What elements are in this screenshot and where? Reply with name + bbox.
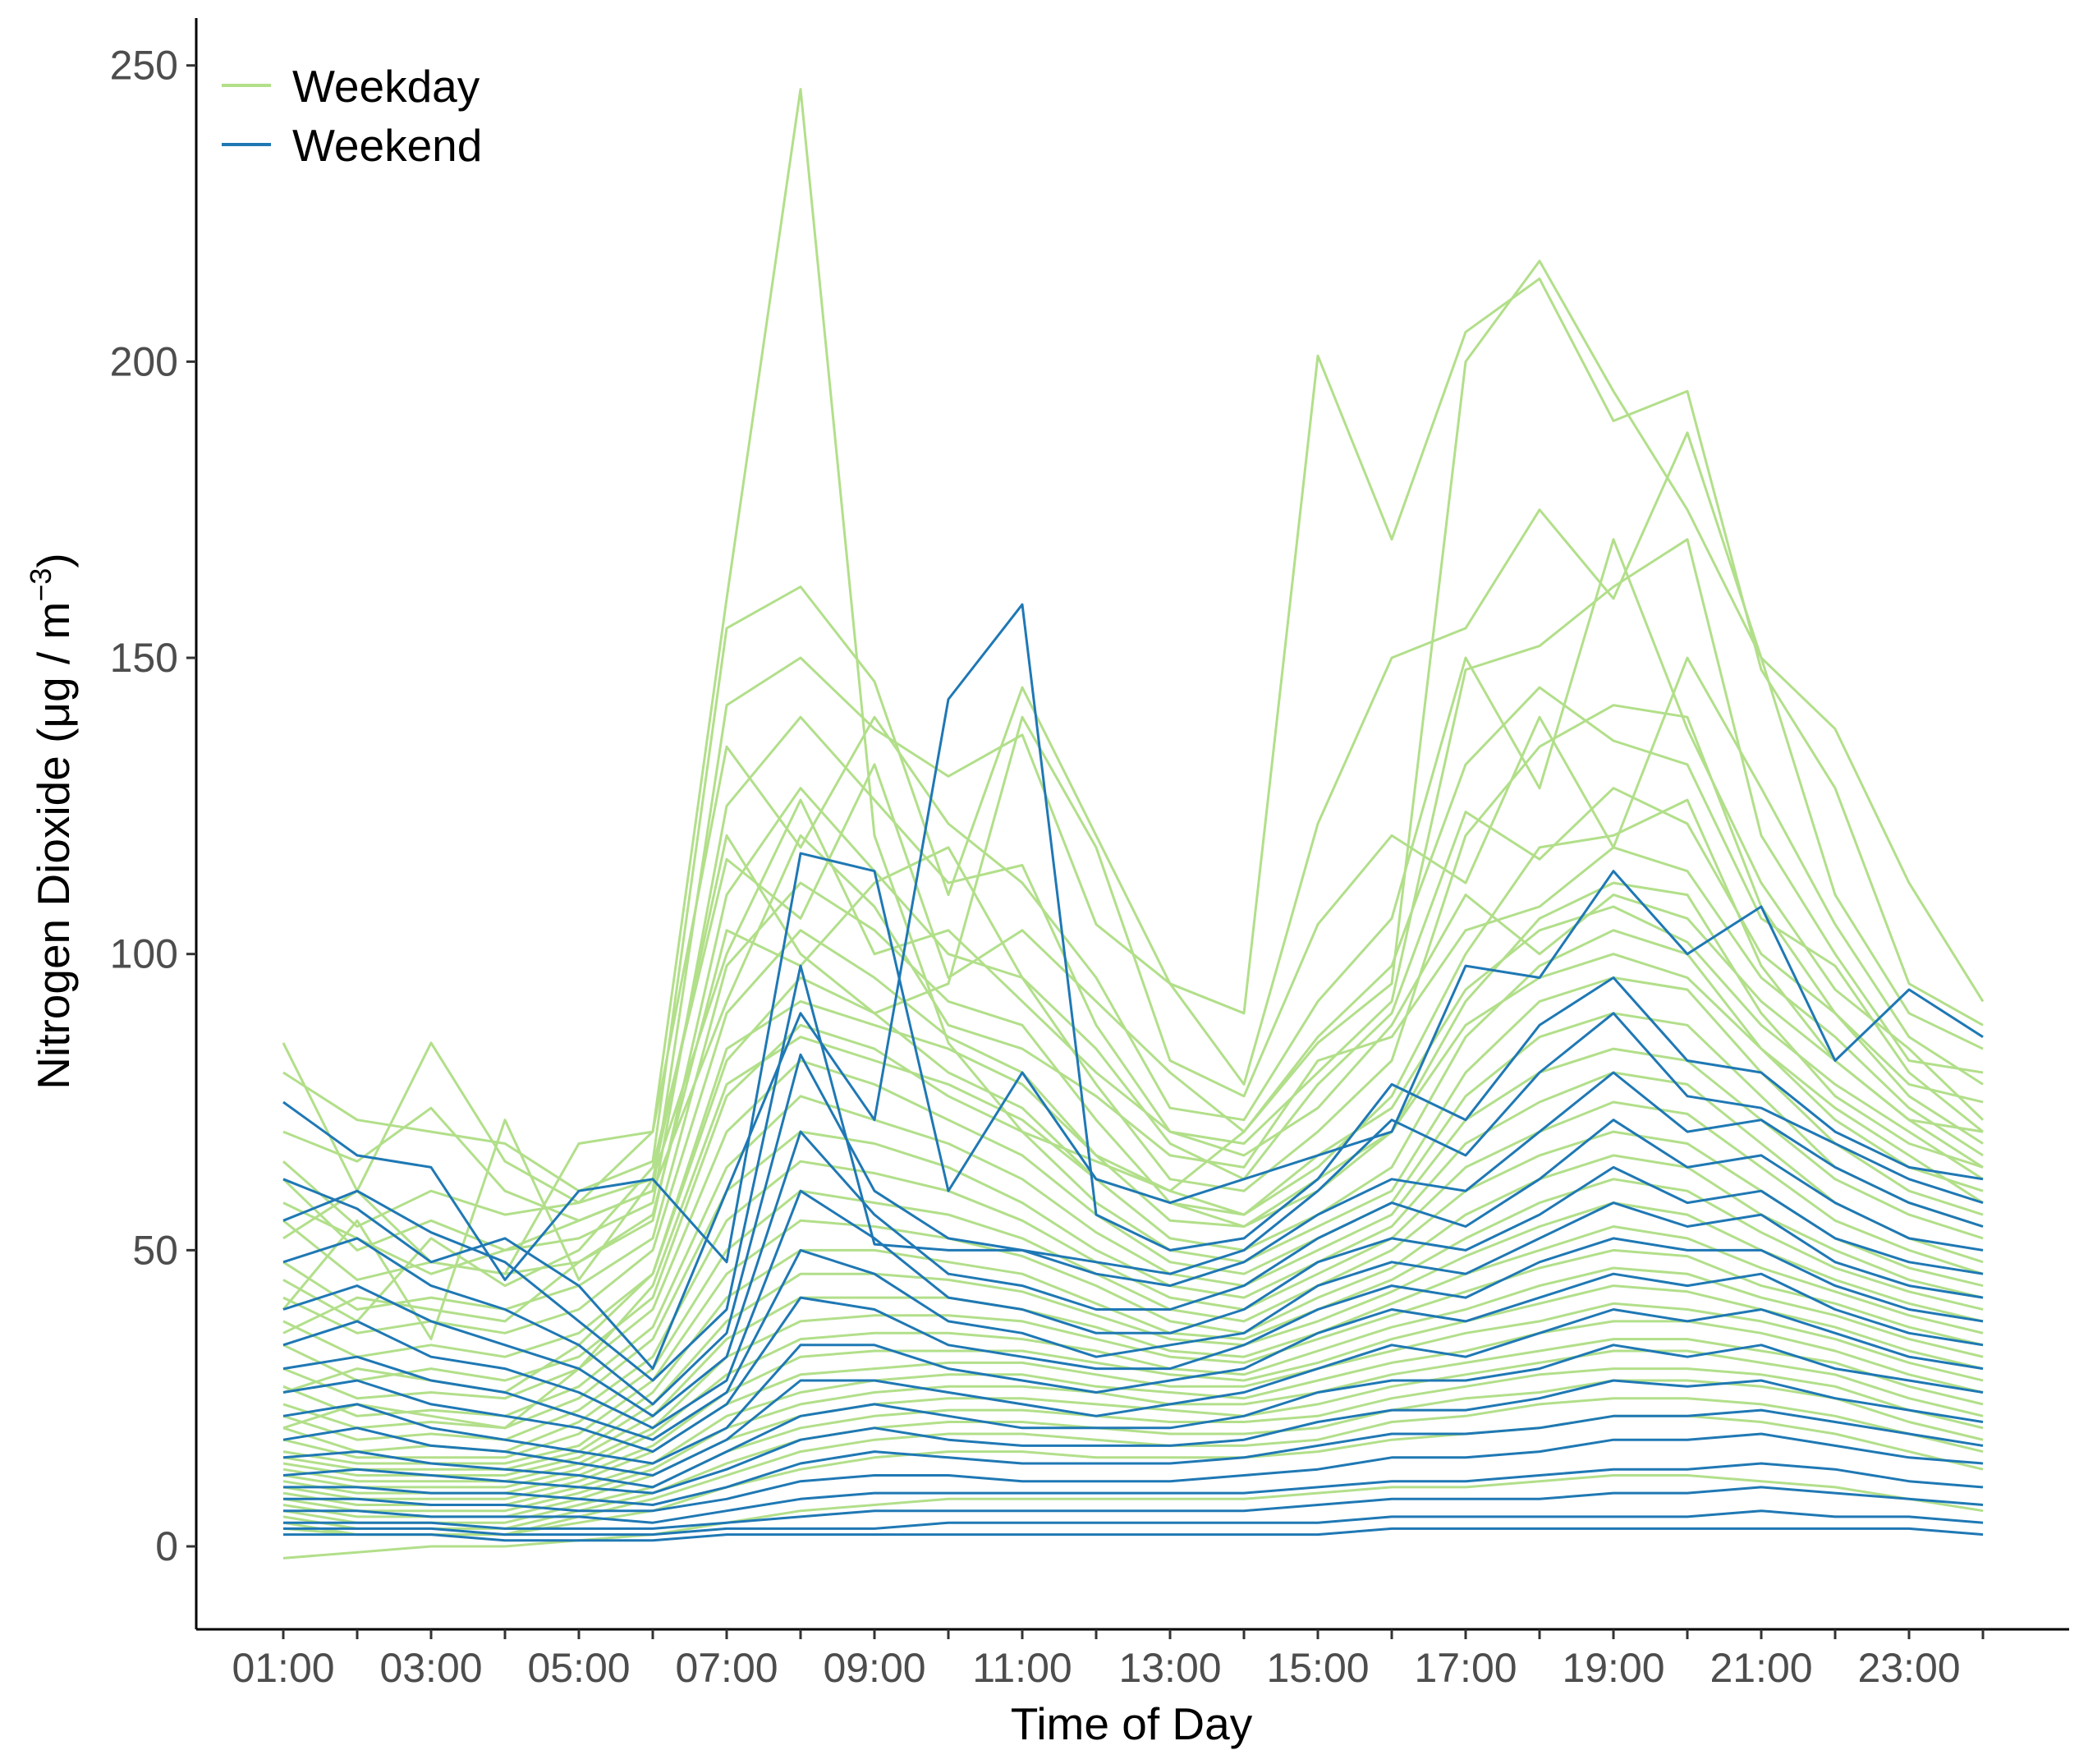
x-tick-label: 07:00: [675, 1645, 778, 1691]
series-line-weekday-28: [282, 1414, 1984, 1537]
series-line-weekday-3: [282, 538, 1984, 1252]
series-line-weekend-44: [282, 1201, 1984, 1441]
series-line-weekday-9: [282, 1012, 1984, 1400]
series-line-weekday-5: [282, 798, 1984, 1311]
y-tick-label: 200: [110, 338, 178, 384]
series-line-weekday-22: [282, 1320, 1984, 1506]
y-ticks: 0 50 100 150 200 250: [110, 43, 196, 1569]
series-line-weekend-42: [282, 1119, 1984, 1417]
series-line-weekend-47: [282, 1308, 1984, 1477]
series-line-weekday-25: [282, 1367, 1984, 1524]
series-line-weekend-39: [282, 603, 1984, 1371]
series-line-weekday-30: [282, 656, 1984, 1341]
series-line-weekday-14: [282, 1154, 1984, 1459]
x-ticks: 01:00 03:00 05:00 07:00 09:00 11:00 13:00 15:00…: [232, 1629, 1985, 1691]
x-tick-label: 11:00: [972, 1645, 1072, 1691]
series-line-weekday-8: [282, 976, 1984, 1382]
series-line-weekend-46: [282, 1272, 1984, 1465]
x-tick-label: 23:00: [1857, 1645, 1960, 1691]
legend-label-weekday: Weekday: [292, 61, 480, 112]
series-line-weekend-41: [282, 1053, 1984, 1406]
y-tick-label: 100: [110, 931, 178, 977]
series-line-weekday-23: [282, 1338, 1984, 1513]
series-line-weekday-7: [282, 929, 1984, 1358]
legend-label-weekend: Weekend: [292, 120, 482, 171]
series-line-weekend-45: [282, 1237, 1984, 1454]
series-line-weekday-1: [282, 277, 1984, 1192]
series-line-weekend-38: [282, 852, 1984, 1281]
series-line-weekend-43: [282, 1165, 1984, 1430]
series-line-weekday-10: [282, 1047, 1984, 1417]
series-line-weekend-50: [283, 1408, 1984, 1506]
y-tick-label: 50: [132, 1227, 178, 1273]
series-line-weekday-27: [282, 1397, 1984, 1537]
series-line-weekend-49: [282, 1379, 1984, 1495]
x-tick-label: 05:00: [527, 1645, 630, 1691]
series-line-weekday-26: [282, 1379, 1984, 1530]
series-line-weekday-32: [282, 686, 1984, 1323]
y-axis-title-close: ): [28, 553, 79, 567]
series-line-weekend-40: [282, 964, 1984, 1382]
y-tick-label: 150: [110, 635, 178, 681]
series-line-weekday-36: [282, 905, 1984, 1394]
x-tick-label: 17:00: [1414, 1645, 1517, 1691]
legend: Weekday Weekend: [222, 61, 482, 171]
x-tick-label: 03:00: [379, 1645, 482, 1691]
x-axis-title: Time of Day: [1011, 1698, 1253, 1749]
series-line-weekday-19: [282, 1266, 1984, 1489]
series-line-weekday-21: [282, 1302, 1984, 1500]
series-line-weekday-24: [282, 1349, 1984, 1518]
y-tick-label: 250: [110, 43, 178, 89]
axes: [195, 18, 2069, 1631]
y-tick-label: 0: [155, 1523, 178, 1569]
plot-area: [282, 88, 1985, 1560]
series-line-weekday-31: [282, 538, 1985, 1275]
series-line-weekend-52: [283, 1462, 1984, 1524]
x-tick-label: 21:00: [1710, 1645, 1812, 1691]
x-tick-label: 13:00: [1118, 1645, 1221, 1691]
series-line-weekday-0: [282, 88, 1985, 1205]
x-tick-label: 15:00: [1266, 1645, 1369, 1691]
series-line-weekend-51: [283, 1432, 1984, 1513]
x-tick-label: 01:00: [232, 1645, 334, 1691]
series-line-weekday-33: [282, 787, 1984, 1334]
series-line-weekend-48: [282, 1344, 1984, 1489]
y-axis-title-unit: μg / m: [28, 602, 79, 728]
series-line-weekend-54: [283, 1509, 1984, 1537]
series-line-weekday-4: [282, 704, 1984, 1281]
x-tick-label: 19:00: [1562, 1645, 1664, 1691]
x-tick-label: 09:00: [823, 1645, 925, 1691]
series-line-weekday-18: [282, 1248, 1984, 1483]
y-axis-title: Nitrogen Dioxide (μg / m−3): [24, 553, 79, 1090]
series-line-weekend-55: [283, 1527, 1984, 1542]
series-line-weekend-53: [283, 1486, 1984, 1530]
y-axis-title-exponent: −3: [24, 568, 57, 602]
y-axis-title-main: Nitrogen Dioxide (: [28, 728, 79, 1090]
series-line-weekday-6: [282, 881, 1984, 1334]
series-line-weekday-34: [282, 834, 1984, 1275]
series-line-weekday-16: [282, 1201, 1984, 1471]
